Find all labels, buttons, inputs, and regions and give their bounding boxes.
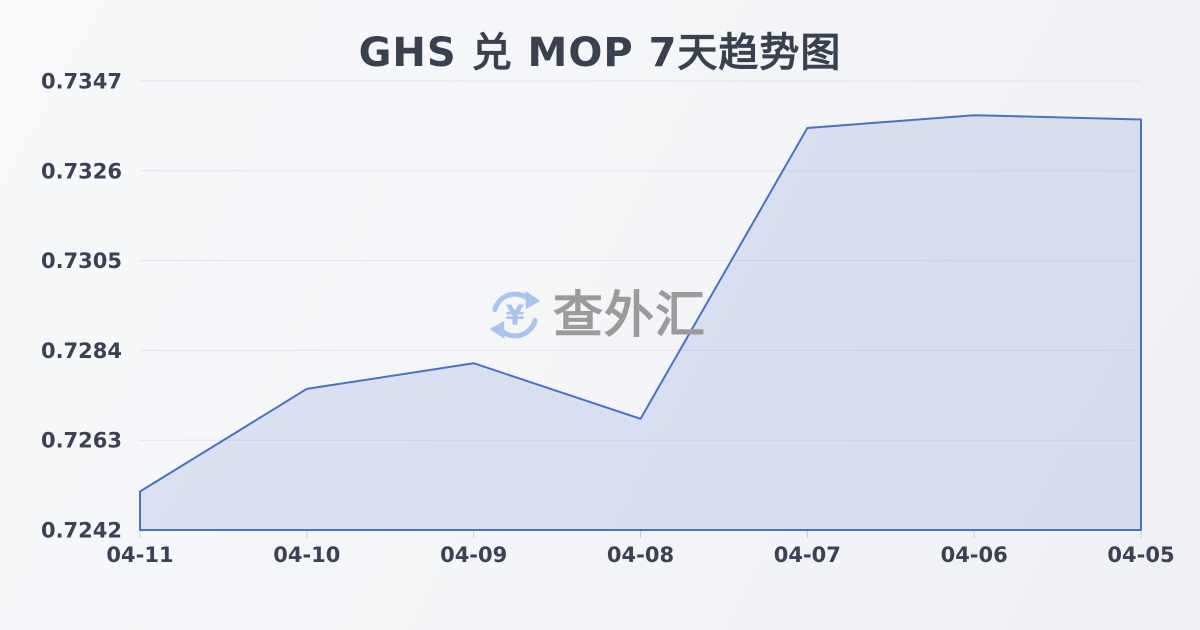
x-axis-label: 04-06 — [941, 543, 1008, 567]
x-axis-label: 04-09 — [440, 543, 507, 567]
area-series — [139, 114, 1142, 531]
x-axis-label: 04-08 — [607, 543, 674, 567]
y-axis-label: 0.7347 — [41, 70, 122, 94]
y-axis-label: 0.7263 — [41, 429, 122, 453]
y-axis-label: 0.7326 — [41, 159, 122, 183]
x-axis-label: 04-07 — [774, 543, 841, 567]
x-axis-label: 04-05 — [1107, 543, 1174, 567]
y-axis-label: 0.7305 — [41, 249, 122, 273]
chart-title: GHS 兑 MOP 7天趋势图 — [358, 30, 842, 76]
x-axis-label: 04-10 — [273, 543, 340, 567]
y-axis-label: 0.7284 — [41, 339, 122, 363]
y-axis-label: 0.7242 — [41, 519, 122, 543]
x-axis-label: 04-11 — [106, 543, 173, 567]
